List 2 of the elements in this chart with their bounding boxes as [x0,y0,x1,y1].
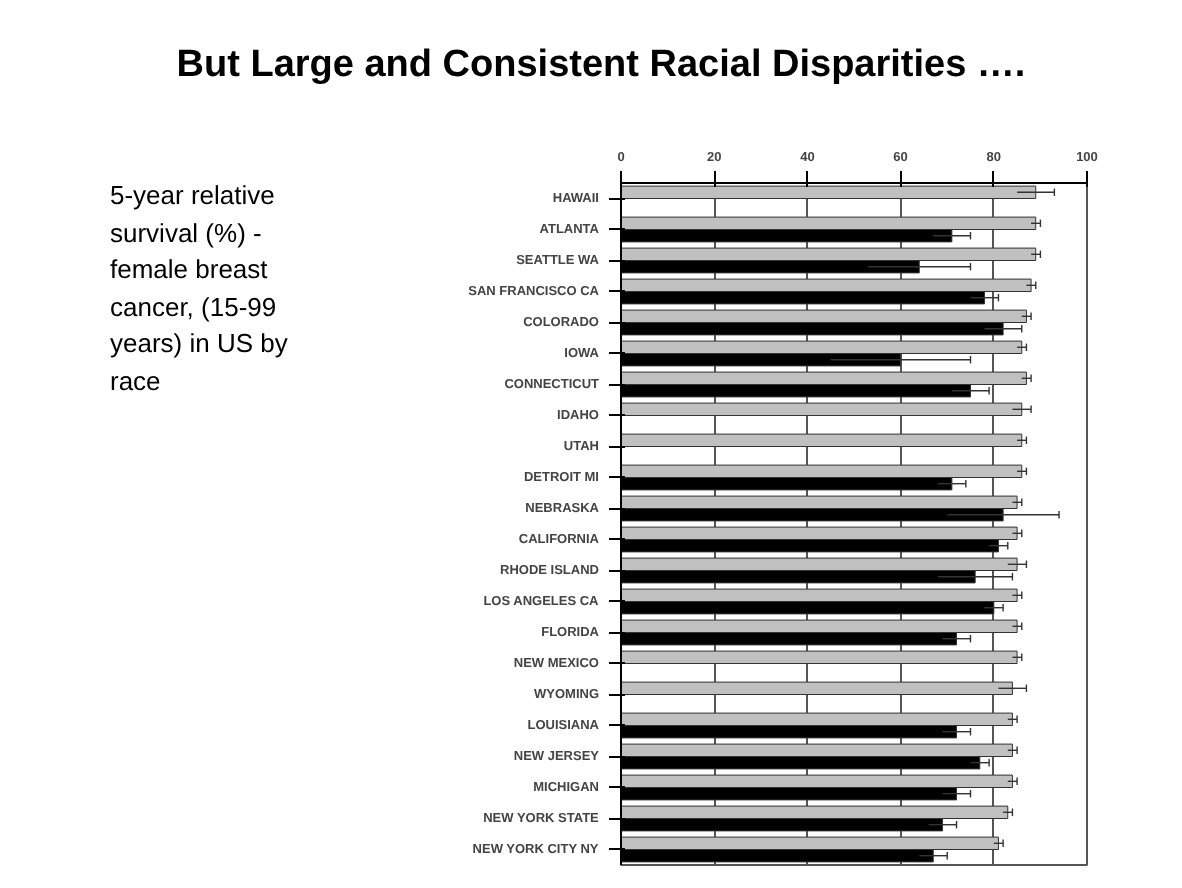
text: 5-year relative survival (%) - female breast cancer, (15-99 years) in US by race [110,178,290,400]
chart-title: But Large and Consistent Racial Disparities …. [176,42,1026,90]
